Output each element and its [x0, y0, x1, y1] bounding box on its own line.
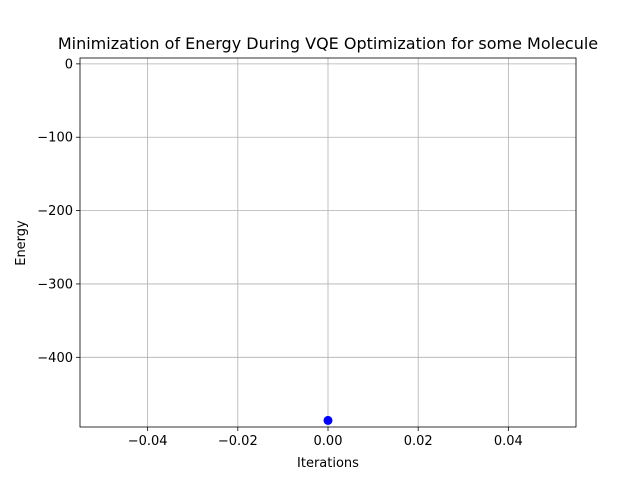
grid — [80, 58, 576, 427]
chart-title: Minimization of Energy During VQE Optimi… — [58, 34, 598, 53]
x-tick-label: 0.04 — [494, 434, 523, 449]
data-point — [323, 415, 333, 425]
y-tick-label: −300 — [37, 277, 73, 292]
y-tick-label: −400 — [37, 351, 73, 366]
y-tick-label: −200 — [37, 204, 73, 219]
x-tick-label: −0.04 — [128, 434, 168, 449]
y-axis-ticks: 0 −100 −200 −300 −400 — [37, 57, 80, 366]
x-tick-label: 0.02 — [404, 434, 433, 449]
y-axis-label: Energy — [14, 220, 29, 266]
x-tick-label: −0.02 — [218, 434, 258, 449]
x-axis-label: Iterations — [297, 456, 359, 471]
data-points — [323, 415, 333, 425]
y-tick-label: −100 — [37, 131, 73, 146]
x-axis-ticks: −0.04 −0.02 0.00 0.02 0.04 — [128, 427, 523, 449]
x-tick-label: 0.00 — [314, 434, 343, 449]
y-tick-label: 0 — [65, 57, 73, 72]
